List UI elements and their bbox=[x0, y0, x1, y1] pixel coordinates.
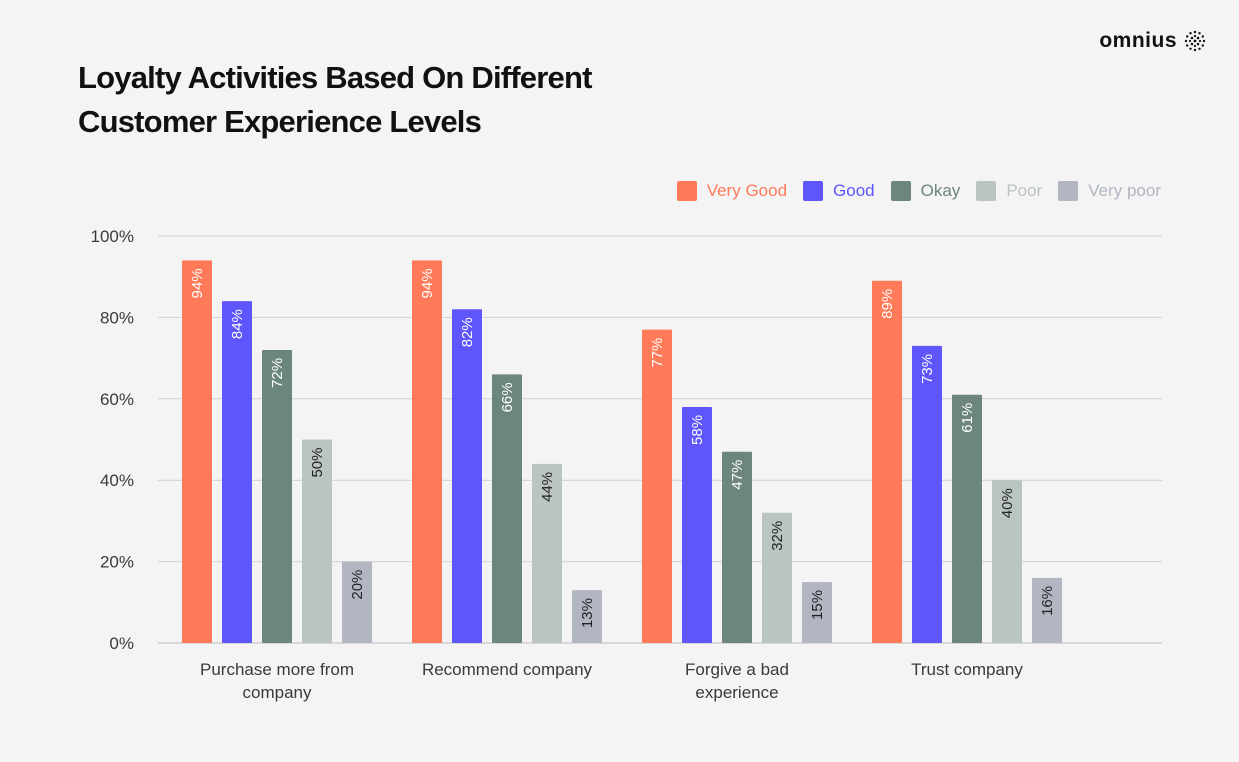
legend-label: Very Good bbox=[706, 181, 788, 200]
bar-value-label: 58% bbox=[689, 415, 706, 445]
bar-value-label: 61% bbox=[959, 403, 976, 433]
bar bbox=[452, 309, 482, 643]
bar-value-label: 82% bbox=[459, 317, 476, 347]
bar-value-label: 15% bbox=[809, 590, 826, 620]
bar-value-label: 77% bbox=[649, 338, 666, 368]
bar-value-label: 73% bbox=[919, 354, 936, 384]
bar-value-label: 84% bbox=[229, 309, 246, 339]
y-tick-label: 40% bbox=[100, 471, 134, 490]
legend-item: Very poor bbox=[1058, 180, 1161, 202]
brand-logo: omnius bbox=[1099, 28, 1207, 54]
bar bbox=[182, 260, 212, 643]
bar bbox=[1032, 577, 1062, 643]
legend-label: Poor bbox=[1006, 181, 1043, 200]
y-tick-label: 0% bbox=[109, 634, 134, 653]
chart-title: Loyalty Activities Based On Different Cu… bbox=[78, 60, 592, 139]
bar bbox=[262, 349, 292, 643]
legend-swatch bbox=[676, 181, 697, 201]
bar-value-label: 47% bbox=[729, 460, 746, 490]
x-category-label: Recommend company bbox=[422, 660, 593, 679]
legend-swatch bbox=[803, 181, 824, 201]
bar-value-label: 94% bbox=[419, 268, 436, 298]
bar bbox=[342, 561, 372, 643]
bar-value-label: 89% bbox=[879, 289, 896, 319]
bar-value-label: 44% bbox=[539, 472, 556, 502]
bar bbox=[992, 480, 1022, 643]
legend-label: Good bbox=[833, 181, 875, 200]
bar-value-label: 72% bbox=[269, 358, 286, 388]
y-tick-label: 80% bbox=[100, 308, 134, 327]
bar-value-label: 13% bbox=[579, 598, 596, 628]
legend-label: Okay bbox=[920, 181, 961, 200]
dotted-sphere-icon bbox=[1184, 30, 1206, 52]
y-tick-label: 60% bbox=[100, 390, 134, 409]
bar-value-label: 50% bbox=[309, 448, 326, 478]
bar bbox=[802, 581, 832, 643]
x-category-label: company bbox=[243, 683, 312, 702]
legend-label: Very poor bbox=[1088, 181, 1161, 200]
bar bbox=[302, 439, 332, 643]
bar bbox=[642, 329, 672, 643]
bar-value-label: 40% bbox=[999, 488, 1016, 518]
x-category-label: experience bbox=[695, 683, 778, 702]
chart-legend: Very Good Good Okay Poor Very poor bbox=[676, 180, 1161, 202]
bar bbox=[532, 463, 562, 643]
bar bbox=[412, 260, 442, 643]
bar-value-label: 94% bbox=[189, 268, 206, 298]
brand-name: omnius bbox=[1099, 29, 1177, 52]
bar bbox=[912, 345, 942, 643]
bar-value-label: 16% bbox=[1039, 586, 1056, 616]
bar bbox=[572, 590, 602, 643]
bar bbox=[492, 374, 522, 643]
x-category-label: Forgive a bad bbox=[685, 660, 789, 679]
legend-item: Poor bbox=[976, 180, 1042, 202]
bar bbox=[762, 512, 792, 643]
y-tick-label: 20% bbox=[100, 553, 134, 572]
bar-value-label: 32% bbox=[769, 521, 786, 551]
legend-item: Very Good bbox=[676, 180, 788, 202]
legend-swatch bbox=[1058, 181, 1079, 201]
x-category-label: Purchase more from bbox=[200, 660, 354, 679]
bar bbox=[872, 280, 902, 643]
bar bbox=[222, 301, 252, 643]
legend-swatch bbox=[890, 181, 911, 201]
legend-swatch bbox=[976, 181, 997, 201]
legend-item: Okay bbox=[890, 180, 961, 202]
bar bbox=[952, 394, 982, 643]
bar bbox=[682, 406, 712, 643]
y-tick-label: 100% bbox=[91, 227, 134, 246]
x-category-label: Trust company bbox=[911, 660, 1023, 679]
legend-item: Good bbox=[803, 180, 875, 202]
bar-value-label: 66% bbox=[499, 382, 516, 412]
bar-value-label: 20% bbox=[349, 570, 366, 600]
bar bbox=[722, 451, 752, 643]
